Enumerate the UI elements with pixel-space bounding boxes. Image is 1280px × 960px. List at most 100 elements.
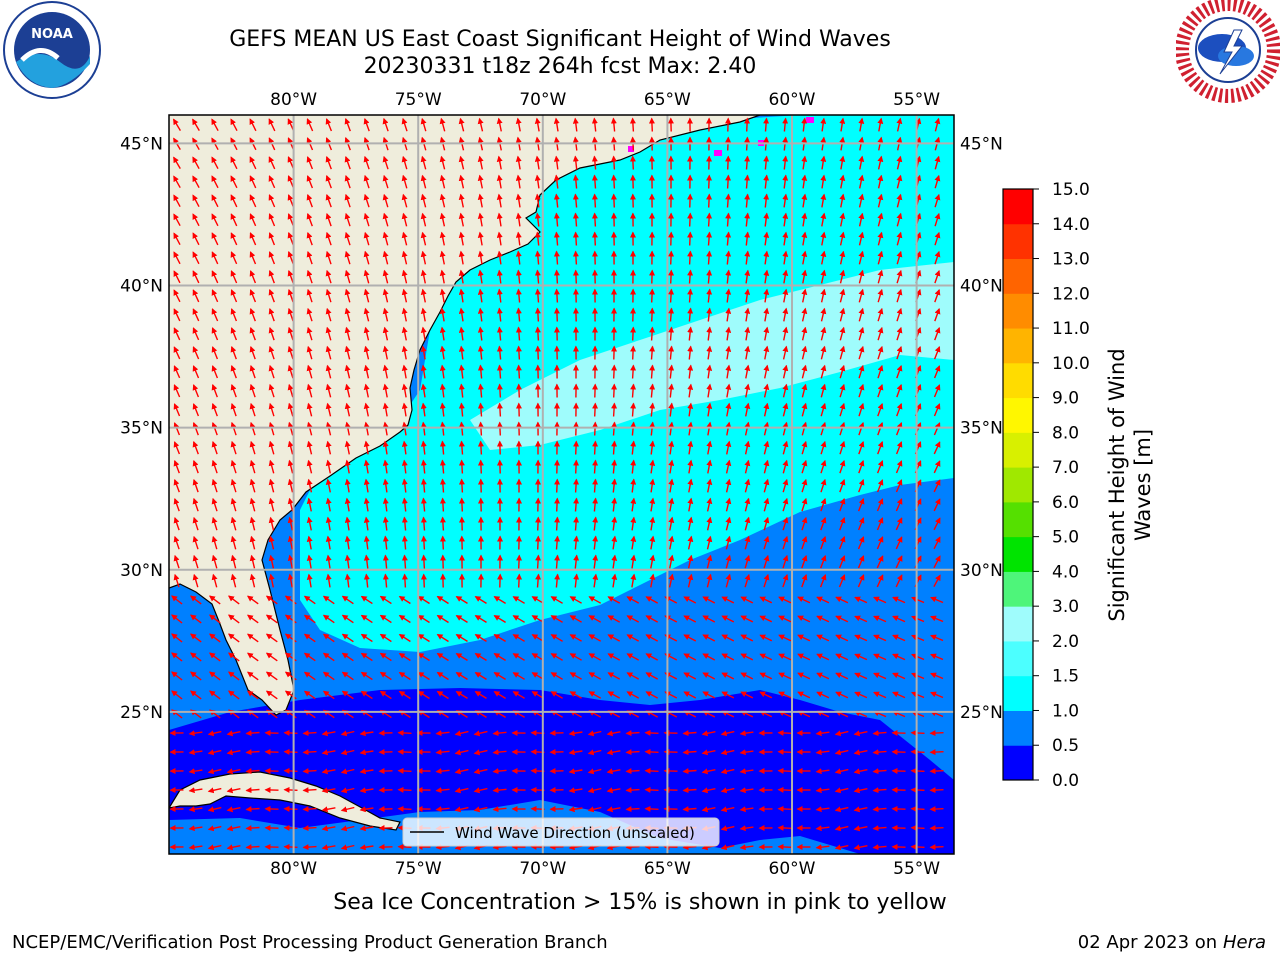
wave-arrow [706, 478, 713, 493]
wave-arrow [649, 364, 656, 379]
wave-arrow [839, 307, 846, 322]
wave-arrow [401, 345, 408, 360]
wave-arrow [496, 117, 503, 132]
wave-arrow [477, 307, 484, 322]
wave-arrow [553, 117, 560, 132]
wave-arrow [268, 459, 275, 474]
colorbar-segment [1003, 223, 1033, 260]
wave-arrow [687, 364, 694, 379]
wave-arrow [211, 421, 218, 436]
wave-arrow [876, 517, 884, 531]
wave-arrow [173, 270, 181, 284]
wave-arrow [249, 289, 257, 303]
wave-arrow [283, 843, 298, 850]
wave-arrow [477, 383, 484, 398]
wave-arrow [325, 383, 332, 398]
wave-arrow [668, 402, 675, 417]
wave-arrow [325, 193, 332, 208]
wave-arrow [838, 555, 846, 569]
wave-arrow [401, 478, 408, 493]
wave-arrow [306, 440, 313, 455]
wave-arrow [644, 843, 659, 850]
wave-arrow [933, 403, 941, 417]
colorbar-tick-label: 10.0 [1052, 354, 1090, 374]
wave-arrow [534, 212, 541, 227]
wave-arrow [668, 326, 675, 341]
lat-labels-left: 45°N 40°N 35°N 30°N 25°N [120, 134, 163, 722]
wave-arrow [382, 402, 389, 417]
wave-arrow [820, 212, 827, 227]
wave-arrow [360, 595, 373, 605]
wave-arrow [344, 212, 351, 227]
wave-arrow [744, 516, 751, 531]
wave-arrow [839, 155, 846, 170]
wave-arrow [682, 844, 697, 851]
wave-arrow [858, 459, 865, 474]
wave-arrow [363, 402, 370, 417]
wave-arrow [649, 421, 656, 436]
wave-arrow [668, 497, 675, 512]
wave-arrow [496, 402, 503, 417]
wave-arrow [420, 307, 427, 322]
wave-arrow [592, 402, 599, 417]
wave-arrow [572, 117, 579, 132]
wave-arrow [344, 497, 351, 512]
wave-arrow [706, 174, 713, 189]
wave-arrow [611, 478, 618, 493]
wave-arrow [858, 288, 865, 303]
lat-label-left: 35°N [120, 419, 163, 439]
wave-arrow [554, 554, 561, 569]
wave-arrow [458, 421, 465, 436]
wave-arrow [668, 250, 675, 265]
wave-arrow [268, 554, 275, 569]
colorbar-tick-label: 0.5 [1052, 736, 1079, 756]
wave-arrow [192, 403, 200, 417]
nws-logo-icon [1176, 0, 1280, 103]
wave-arrow [515, 193, 522, 208]
wave-arrow [933, 498, 941, 512]
wave-arrow [245, 787, 260, 794]
wave-arrow [401, 288, 408, 303]
wave-arrow [858, 440, 865, 455]
lon-label-bottom: 75°W [395, 859, 442, 879]
wave-arrow [687, 440, 694, 455]
wave-arrow [344, 440, 351, 455]
wave-arrow [839, 478, 846, 493]
wave-arrow [744, 155, 751, 170]
colorbar-title-line2: Waves [m] [1131, 429, 1155, 541]
colorbar-tick-label: 11.0 [1052, 319, 1090, 339]
wave-arrow [649, 459, 656, 474]
wave-arrow [744, 554, 751, 569]
wave-arrow [744, 269, 751, 284]
wave-arrow [306, 288, 313, 303]
lon-labels-bottom: 80°W 75°W 70°W 65°W 60°W 55°W [270, 859, 940, 879]
wave-arrow [649, 307, 656, 322]
wave-arrow [230, 289, 238, 303]
wave-arrow [249, 326, 256, 341]
wave-arrow [706, 535, 713, 550]
wave-arrow [910, 767, 925, 774]
wave-arrow [458, 345, 465, 360]
chart-title: GEFS MEAN US East Coast Significant Heig… [229, 27, 891, 52]
wave-arrow [363, 212, 370, 227]
wave-arrow [687, 326, 694, 341]
wave-arrow [553, 193, 560, 208]
wave-arrow [249, 345, 256, 360]
wave-arrow [401, 497, 408, 512]
lat-label-right: 40°N [960, 277, 1003, 297]
colorbar-tick-label: 5.0 [1052, 528, 1079, 548]
wave-arrow [687, 231, 694, 246]
wave-arrow [801, 193, 808, 208]
wave-arrow [782, 516, 789, 531]
wave-arrow [287, 345, 294, 360]
wave-arrow [777, 824, 792, 831]
wave-arrow [534, 288, 541, 303]
wave-arrow [230, 327, 238, 341]
wave-arrow [782, 155, 789, 170]
wave-arrow [192, 270, 200, 284]
colorbar-tick-label: 2.0 [1052, 632, 1079, 652]
land-cuba [169, 772, 400, 830]
colorbar-tick-label: 8.0 [1052, 423, 1079, 443]
wave-arrow [572, 269, 579, 284]
colorbar-segment [1003, 397, 1033, 433]
